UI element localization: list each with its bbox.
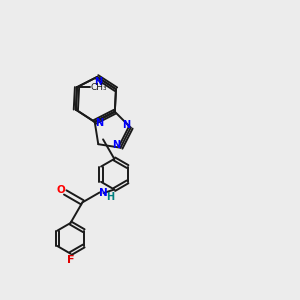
Text: N: N xyxy=(95,118,103,128)
Text: N: N xyxy=(94,77,103,87)
Text: O: O xyxy=(56,185,65,195)
Text: N: N xyxy=(123,120,131,130)
Text: N: N xyxy=(99,188,108,198)
Text: F: F xyxy=(67,255,74,265)
Text: N: N xyxy=(112,140,120,150)
Text: CH₃: CH₃ xyxy=(90,83,107,92)
Text: H: H xyxy=(106,192,114,202)
